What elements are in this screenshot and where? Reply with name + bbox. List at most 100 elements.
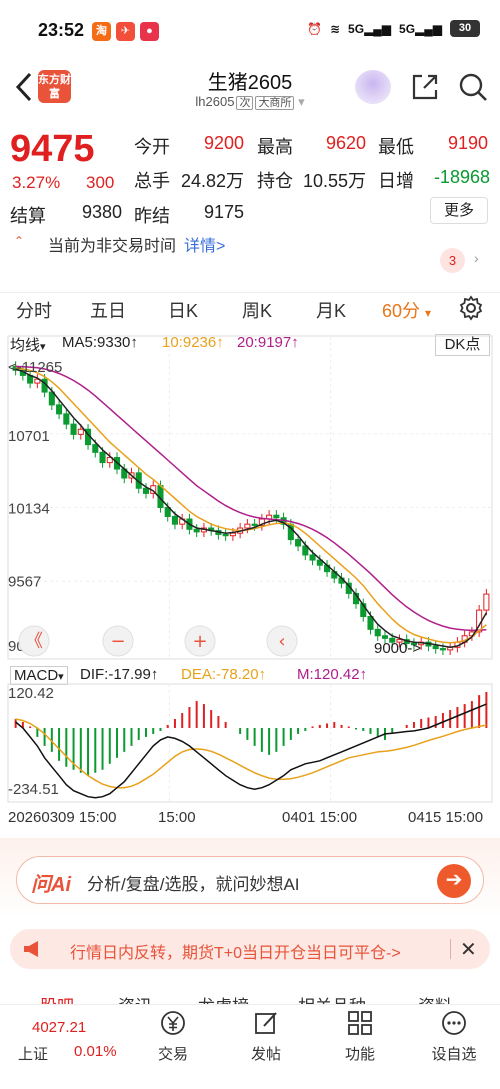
candle-body — [48, 391, 55, 406]
change-percent: 3.27% — [12, 173, 61, 192]
price-panel-border — [7, 335, 493, 660]
notice-count-badge[interactable]: 3 — [440, 248, 465, 273]
dropdown-icon: ▾ — [298, 94, 305, 109]
arrow-right-icon[interactable]: ➔ — [437, 864, 471, 898]
tab-60min[interactable]: 60分 ▾ — [382, 301, 432, 321]
indicator-selector[interactable]: 均线▾ — [10, 337, 46, 354]
tab-weekly-k[interactable]: 周K — [242, 301, 273, 321]
candle-body — [77, 428, 84, 435]
candle-body — [56, 404, 63, 415]
dk-point-button[interactable]: DK点 — [435, 334, 490, 356]
ma10-line — [15, 366, 487, 644]
field-label: 今开 — [134, 137, 170, 157]
candle-body — [63, 413, 70, 425]
plus-icon[interactable]: + — [192, 631, 207, 652]
candle-body — [70, 423, 77, 435]
nav-post[interactable]: 发帖 — [236, 1009, 296, 1064]
clock: 23:52 — [38, 20, 85, 40]
quote-panel: 9475 3.27% 300 今开 9200 最高 9620 最低 9190 总… — [0, 124, 500, 232]
pan-left-icon[interactable]: ‹ — [278, 631, 285, 652]
tab-five-day[interactable]: 五日 — [90, 301, 126, 321]
yuan-icon — [161, 1011, 185, 1035]
ma5-line — [15, 368, 488, 649]
field-label: 持仓 — [257, 171, 293, 191]
ma20-line — [15, 365, 487, 632]
ai-assistant-bar[interactable]: 问Ai 分析/复盘/选股，就问妙想AI ➔ — [16, 856, 484, 904]
candle-body — [273, 514, 280, 519]
title-bar: 东方财富 生猪2605 lh2605 次大商所 ▾ — [0, 58, 500, 118]
more-icon — [442, 1011, 466, 1035]
tab-monthly-k[interactable]: 月K — [316, 301, 347, 321]
subtab-profile[interactable]: 资料 — [418, 997, 452, 1008]
chevron-right-icon[interactable]: › — [474, 250, 479, 266]
index-percent[interactable]: 0.01% — [74, 1043, 117, 1060]
signal-icon-2: 5G▂▄▆ — [399, 21, 442, 36]
close-icon[interactable]: ✕ — [460, 939, 477, 961]
status-bar: 23:52 淘 ✈ ● ⏰ ≋ 5G▂▄▆ 5G▂▄▆ 30 — [0, 0, 500, 58]
candle-body — [316, 559, 323, 566]
field-label: 总手 — [134, 171, 170, 191]
tab-daily-k[interactable]: 日K — [168, 301, 199, 321]
field-label: 结算 — [10, 206, 46, 226]
chart-svg[interactable]: <-112651070110134956790009000->120.42-23… — [0, 330, 500, 830]
zoom-out-icon[interactable]: 《 — [25, 631, 43, 652]
alarm-icon: ⏰ — [307, 21, 322, 36]
field-value: 9175 — [203, 202, 244, 222]
candle-body — [222, 533, 229, 537]
divider — [450, 939, 451, 959]
x-tick-label: 15:00 — [158, 809, 196, 826]
search-icon[interactable] — [458, 72, 488, 102]
notice-icon: ⌃ — [14, 234, 25, 248]
back-icon[interactable] — [12, 70, 36, 104]
content-subtabs: 股吧 资讯 龙虎榜 相关品种 资料 — [0, 988, 500, 1008]
share-icon[interactable] — [410, 72, 440, 102]
m-value: M:120.42↑ — [297, 666, 368, 683]
subtab-lhb[interactable]: 龙虎榜 — [198, 997, 249, 1008]
nav-functions[interactable]: 功能 — [330, 1009, 390, 1064]
dea-value: DEA:-78.20↑ — [181, 666, 267, 683]
macd-indicator-row: MACD▾ DIF:-17.99↑ DEA:-78.20↑ M:120.42↑ — [0, 666, 500, 688]
y-tick-label: 10134 — [8, 501, 50, 518]
ai-logo: 问Ai — [31, 874, 71, 896]
subtab-news[interactable]: 资讯 — [118, 997, 152, 1008]
promo-banner[interactable]: 行情日内反转，期货T+0当日开仓当日可平仓-> ✕ — [10, 929, 490, 969]
nav-add-watchlist[interactable]: 设自选 — [424, 1009, 484, 1064]
more-button[interactable]: 更多 — [430, 197, 488, 224]
minus-icon[interactable]: − — [110, 631, 125, 652]
nav-trade[interactable]: 交易 — [143, 1009, 203, 1064]
candle-body — [381, 635, 389, 639]
app-icon-2: ● — [140, 22, 159, 41]
gear-icon[interactable] — [458, 295, 484, 321]
field-value: 9620 — [325, 133, 366, 153]
subtab-guba[interactable]: 股吧 — [40, 997, 74, 1008]
dea-line — [15, 718, 487, 789]
field-value: 9190 — [447, 133, 488, 153]
dropdown-icon: ▾ — [425, 306, 432, 320]
ma20-value: 20:9197↑ — [237, 334, 299, 351]
dif-value: DIF:-17.99↑ — [80, 666, 159, 683]
index-name[interactable]: 上证 — [18, 1046, 49, 1063]
pan-left-icon-bg — [266, 625, 298, 657]
field-label: 最高 — [257, 137, 293, 157]
field-value: 9380 — [81, 202, 122, 222]
subtab-related[interactable]: 相关品种 — [298, 997, 366, 1008]
x-tick-label: 20260309 15:00 — [8, 809, 116, 826]
ma5-value: MA5:9330↑ — [62, 334, 138, 351]
edit-icon — [255, 1012, 277, 1034]
candle-body — [396, 639, 403, 643]
field-value: 10.55万 — [302, 171, 366, 191]
robot-assistant-icon[interactable] — [355, 70, 391, 104]
candle-body — [410, 642, 417, 646]
tab-intraday[interactable]: 分时 — [16, 301, 52, 321]
kline-chart[interactable]: <-112651070110134956790009000->120.42-23… — [0, 330, 500, 830]
candle-body — [34, 378, 41, 384]
field-label: 昨结 — [134, 206, 170, 226]
field-value: -18968 — [433, 167, 490, 187]
bottom-bar: 4027.21 上证 0.01% 交易 发帖 功能 设自选 — [0, 1004, 500, 1089]
candle-body — [99, 451, 106, 464]
plus-icon-bg — [184, 625, 216, 657]
index-value[interactable]: 4027.21 — [32, 1019, 87, 1036]
battery-icon: 30 — [450, 20, 480, 37]
details-link[interactable]: 详情> — [184, 238, 226, 255]
contract-subtitle[interactable]: lh2605 次大商所 ▾ — [0, 94, 500, 110]
